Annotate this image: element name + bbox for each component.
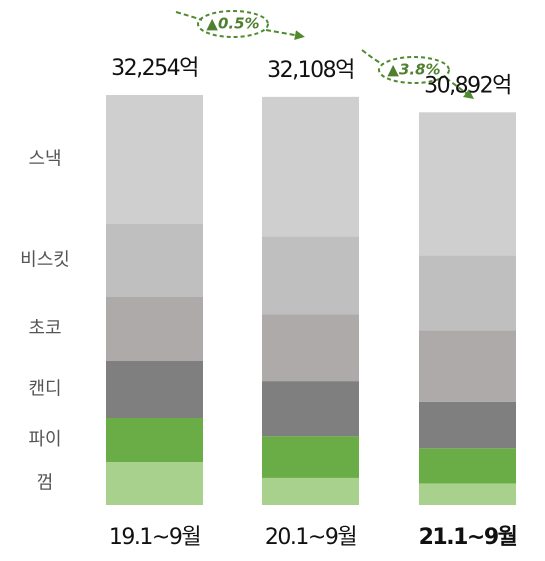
annotation-2: ▲3.8% — [361, 49, 474, 99]
legend-label: 캔디 — [28, 379, 61, 400]
annotation-1: ▲0.5% — [175, 10, 305, 41]
legend-label: 초코 — [28, 318, 61, 339]
x-tick-label: 20.1~9월 — [265, 525, 356, 550]
bar-segment — [419, 401, 516, 449]
bar-segment — [106, 223, 203, 298]
total-label: 32,108억 — [267, 58, 354, 83]
legend-label: 파이 — [28, 429, 61, 450]
bar-segment — [262, 381, 359, 437]
bar-segment — [106, 361, 203, 419]
bar-segment — [262, 477, 359, 505]
bar-segment — [419, 255, 516, 331]
bar-segment — [419, 330, 516, 402]
bar-segment — [262, 314, 359, 382]
bar-segment — [262, 236, 359, 315]
bar-segment — [419, 483, 516, 505]
bar-segment — [106, 418, 203, 462]
legend-label: 껌 — [37, 472, 54, 493]
bar-segment — [262, 96, 359, 237]
total-label: 32,254억 — [111, 56, 198, 81]
bar-segment — [419, 112, 516, 256]
legend-label: 스낵 — [28, 148, 61, 169]
total-label: 30,892억 — [424, 73, 511, 98]
x-tick-label: 19.1~9월 — [109, 525, 200, 550]
bar-segment — [106, 297, 203, 362]
bar-segment — [262, 436, 359, 478]
legend-label: 비스킷 — [20, 249, 70, 270]
bar-segment — [106, 95, 203, 224]
annotation-text: ▲3.8% — [387, 61, 440, 79]
bar-segment — [106, 461, 203, 505]
bar-segment — [419, 448, 516, 484]
annotation-text: ▲0.5% — [206, 15, 259, 33]
x-tick-label: 21.1~9월 — [419, 525, 517, 550]
